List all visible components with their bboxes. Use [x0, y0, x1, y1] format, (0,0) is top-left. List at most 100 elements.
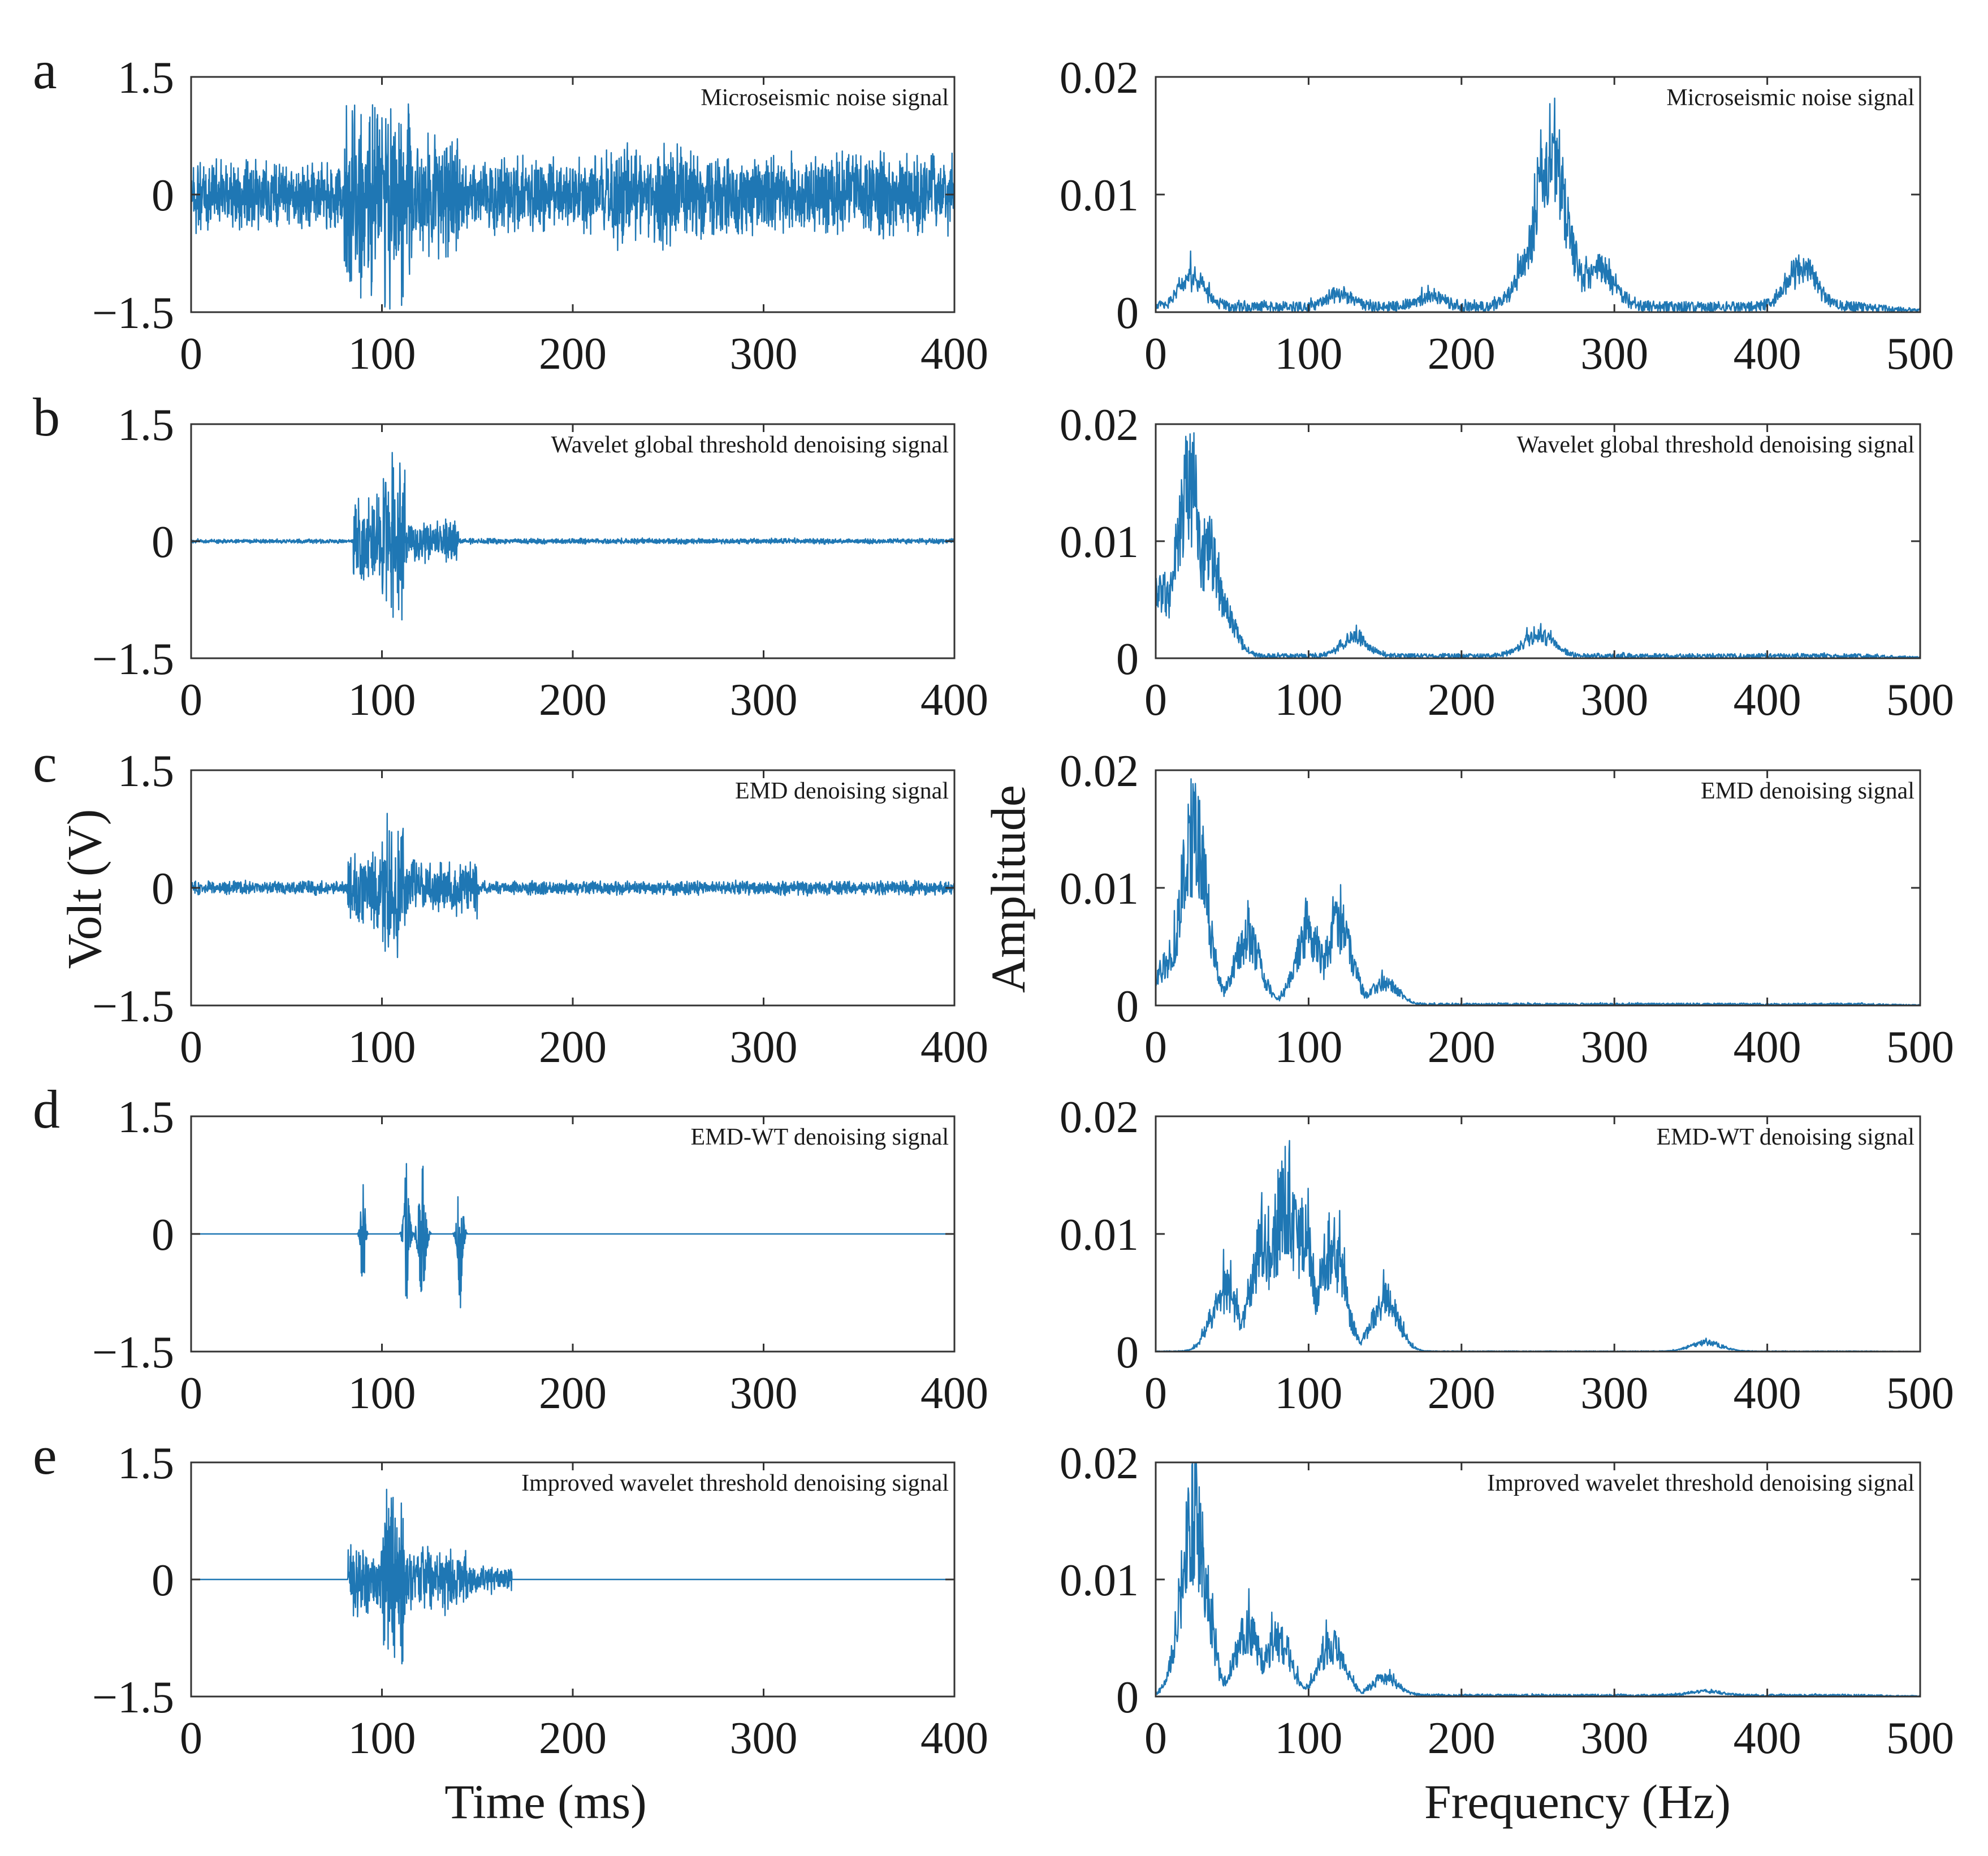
y-tick-label: 1.5	[118, 400, 174, 450]
y-tick-label: −1.5	[92, 982, 174, 1031]
legend-label-d-freq: EMD-WT denoising signal	[1656, 1124, 1914, 1150]
x-tick-label: 400	[1734, 675, 1801, 725]
frequency-axis-title: Frequency (Hz)	[1424, 1775, 1731, 1829]
y-tick-label: 0.02	[1060, 1093, 1139, 1142]
x-tick-label: 0	[180, 1713, 202, 1763]
panel-d-freq: 0 100 200 300 400 500 0.02 0.01 0 EMD-WT denoisin…	[1060, 1093, 1954, 1418]
x-tick-label: 100	[1274, 1022, 1342, 1072]
x-tick-label: 100	[348, 1713, 416, 1763]
x-tick-label: 300	[730, 1713, 798, 1763]
y-tick-label: 0.02	[1060, 1439, 1139, 1488]
legend-label-d-time: EMD-WT denoising signal	[690, 1124, 949, 1150]
x-tick-label: 300	[730, 1369, 798, 1418]
series-line-d-freq	[1156, 1140, 1920, 1352]
panel-c-freq: 0 100 200 300 400 500 0.02 0.01 0 EMD denoising s…	[1060, 746, 1954, 1072]
y-tick-label: 0	[1116, 1328, 1139, 1378]
x-tick-label: 200	[539, 1022, 607, 1072]
volt-axis-title: Volt (V)	[57, 809, 111, 969]
y-tick-label: 0.01	[1060, 864, 1139, 914]
y-tick-label: 0	[152, 864, 174, 914]
legend-label-e-time: Improved wavelet threshold denoising sig…	[521, 1470, 949, 1496]
x-tick-label: 400	[1734, 1713, 1801, 1763]
x-tick-label: 200	[539, 675, 607, 725]
y-tick-label: 0	[1116, 288, 1139, 338]
panel-letter-c: c	[33, 733, 57, 793]
y-tick-label: 0.01	[1060, 1210, 1139, 1260]
series-line-e-freq	[1156, 1462, 1920, 1697]
x-tick-label: 500	[1886, 1713, 1954, 1763]
y-tick-label: 0	[152, 171, 174, 221]
x-tick-label: 400	[920, 329, 988, 379]
x-tick-label: 300	[1580, 1022, 1648, 1072]
axes-frame-b-freq	[1155, 423, 1921, 659]
y-tick-label: 0	[152, 1210, 174, 1260]
y-tick-label: 0	[1116, 635, 1139, 684]
legend-label-e-freq: Improved wavelet threshold denoising sig…	[1487, 1470, 1914, 1496]
panel-a-freq: 0 100 200 300 400 500 0.02 0.01 0 Microseismic no…	[1060, 53, 1954, 379]
series-line-a-freq	[1156, 97, 1920, 312]
x-tick-label: 0	[1144, 1713, 1167, 1763]
series-line-b-freq	[1156, 432, 1920, 658]
series-line-c-freq	[1156, 778, 1920, 1005]
series-line-a-time	[191, 103, 954, 310]
y-tick-label: 0	[1116, 1673, 1139, 1723]
y-tick-label: 1.5	[118, 1093, 174, 1142]
y-tick-label: 0.02	[1060, 400, 1139, 450]
x-tick-label: 300	[1580, 675, 1648, 725]
x-tick-label: 0	[1144, 329, 1167, 379]
x-tick-label: 100	[1274, 675, 1342, 725]
x-tick-label: 400	[1734, 1022, 1801, 1072]
time-axis-title: Time (ms)	[444, 1775, 647, 1829]
x-tick-label: 0	[1144, 1369, 1167, 1418]
y-tick-label: 1.5	[118, 746, 174, 796]
x-tick-label: 300	[730, 675, 798, 725]
axes-frame-d-freq	[1155, 1115, 1921, 1353]
x-tick-label: 300	[730, 329, 798, 379]
y-tick-label: −1.5	[92, 1328, 174, 1378]
legend-label-a-time: Microseismic noise signal	[701, 85, 949, 111]
x-tick-label: 400	[920, 675, 988, 725]
panel-b-freq: 0 100 200 300 400 500 0.02 0.01 0 Wavelet global …	[1060, 400, 1954, 725]
x-tick-label: 200	[1428, 1369, 1496, 1418]
x-tick-label: 400	[920, 1713, 988, 1763]
x-tick-label: 200	[1428, 329, 1496, 379]
x-tick-label: 200	[539, 1369, 607, 1418]
series-line-b-time	[191, 452, 954, 621]
x-tick-label: 200	[1428, 1022, 1496, 1072]
x-tick-label: 300	[1580, 329, 1648, 379]
legend-label-c-freq: EMD denoising signal	[1701, 778, 1914, 804]
x-tick-label: 500	[1886, 1369, 1954, 1418]
x-tick-label: 0	[180, 329, 202, 379]
y-tick-label: 0.02	[1060, 53, 1139, 103]
panel-letter-b: b	[33, 387, 60, 447]
x-tick-label: 300	[1580, 1713, 1648, 1763]
y-tick-label: 0.01	[1060, 517, 1139, 567]
x-tick-label: 0	[180, 675, 202, 725]
x-tick-label: 100	[348, 675, 416, 725]
x-tick-label: 100	[1274, 329, 1342, 379]
x-tick-label: 0	[1144, 675, 1167, 725]
legend-label-b-time: Wavelet global threshold denoising signa…	[551, 432, 949, 458]
panel-letter-d: d	[33, 1079, 60, 1140]
y-tick-label: 1.5	[118, 1439, 174, 1488]
y-tick-label: −1.5	[92, 288, 174, 338]
amplitude-axis-title: Amplitude	[981, 785, 1035, 993]
x-tick-label: 500	[1886, 1022, 1954, 1072]
x-tick-label: 100	[348, 1369, 416, 1418]
legend-label-a-freq: Microseismic noise signal	[1666, 85, 1914, 111]
series-line-d-time	[191, 1163, 954, 1309]
x-tick-label: 100	[348, 329, 416, 379]
x-tick-label: 200	[1428, 675, 1496, 725]
y-tick-label: −1.5	[92, 635, 174, 684]
x-tick-label: 500	[1886, 329, 1954, 379]
x-tick-label: 400	[920, 1022, 988, 1072]
y-tick-label: 0	[152, 1556, 174, 1605]
legend-label-b-freq: Wavelet global threshold denoising signa…	[1517, 432, 1914, 458]
x-tick-label: 0	[1144, 1022, 1167, 1072]
x-tick-label: 0	[180, 1022, 202, 1072]
